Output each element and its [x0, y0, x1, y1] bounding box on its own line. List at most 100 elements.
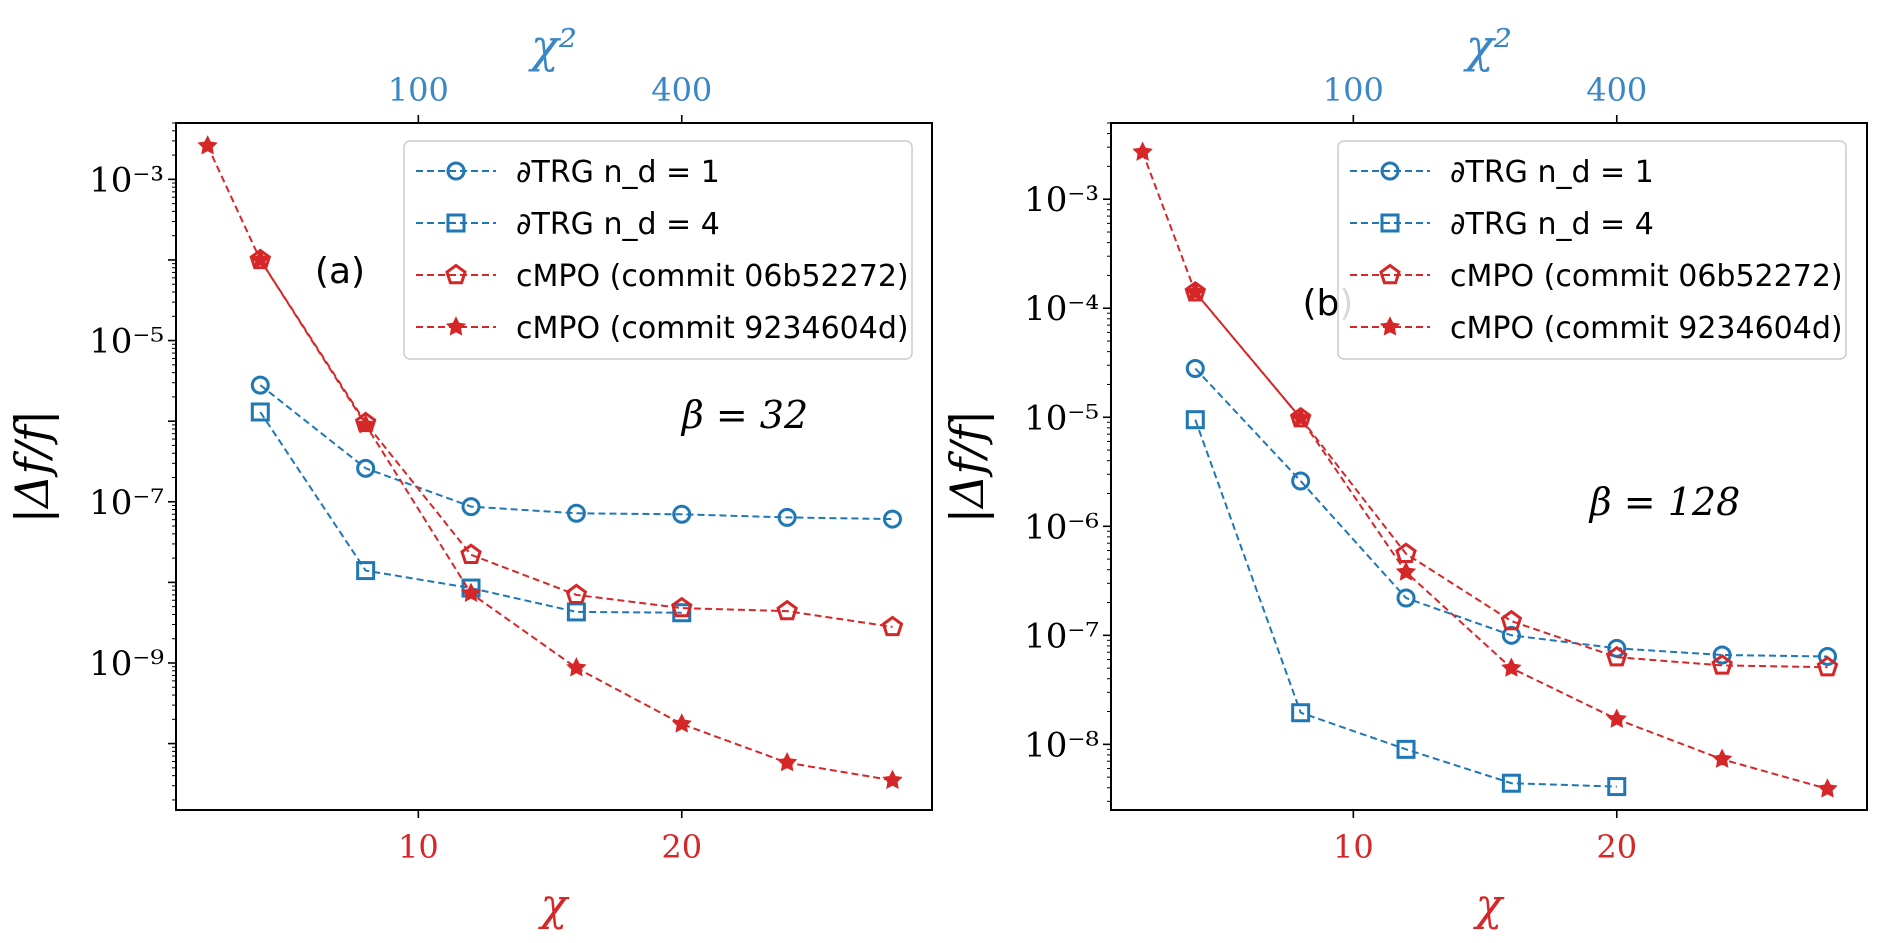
panel-label: (a) [315, 251, 365, 292]
data-point [881, 615, 904, 637]
series-line [259, 411, 682, 614]
y-axis-label: |Δf/f| [940, 410, 994, 524]
y-tick-label: 10⁻⁵ [89, 322, 164, 362]
data-point [671, 713, 692, 733]
legend-box [1337, 140, 1847, 360]
y-tick-label: 10⁻⁷ [1024, 616, 1099, 656]
series-line [1194, 419, 1617, 788]
beta-annotation: β = 32 [680, 393, 808, 437]
data-point [777, 507, 797, 527]
data-point [882, 509, 902, 529]
chart-panel-b: 10⁻⁸ 10⁻⁷ 10⁻⁶ 10⁻⁵ 10⁻⁴ 10⁻³ 10 20 χ 100 400 χ² |Δf… [940, 19, 1868, 931]
x2-axis: 100 400 χ² [1323, 19, 1647, 123]
data-point [1185, 281, 1206, 301]
data-point [1711, 654, 1733, 675]
data-point [250, 402, 270, 422]
y-tick-label: 10⁻⁸ [1024, 725, 1099, 765]
legend-marker [1380, 213, 1400, 233]
series-circle [250, 375, 902, 529]
data-point [355, 414, 376, 434]
data-point [356, 458, 376, 478]
x2-tick-label: 100 [388, 71, 449, 109]
series-star [197, 135, 903, 789]
legend-marker [1380, 161, 1400, 181]
legend-item: ∂TRG n_d = 4 [416, 207, 720, 242]
x-tick-label: 10 [398, 828, 439, 866]
data-point [460, 582, 482, 603]
x-axis-label: χ [538, 880, 570, 931]
legend-marker [445, 263, 467, 285]
data-point [1396, 588, 1416, 608]
y-tick-label: 10⁻⁹ [89, 644, 164, 684]
data-point [1711, 748, 1733, 768]
y-axis: 10⁻⁹ 10⁻⁷ 10⁻⁵ 10⁻³ [89, 122, 176, 801]
series-line [1194, 291, 1828, 669]
series-group [197, 135, 904, 789]
plot-frame [175, 122, 933, 811]
y-tick-label: 10⁻⁵ [1024, 398, 1099, 438]
chart-panel-a: 10⁻⁹ 10⁻⁷ 10⁻⁵ 10⁻³ 10 20 χ 100 400 χ² |Δf/f| (a) β … [5, 19, 933, 931]
series-star [1132, 141, 1838, 798]
data-point [461, 497, 481, 517]
data-point [250, 249, 271, 269]
data-point [356, 561, 376, 581]
y-tick-label: 10⁻⁶ [1024, 507, 1099, 547]
data-point [460, 543, 482, 564]
x-axis-label: χ [1473, 880, 1505, 931]
legend-item: ∂TRG n_d = 1 [1350, 155, 1654, 190]
series-line [1141, 151, 1828, 790]
y-tick-label: 10⁻⁷ [89, 483, 164, 523]
series-line [1194, 367, 1828, 658]
data-point [1396, 739, 1416, 759]
legend-label: ∂TRG n_d = 1 [516, 155, 720, 190]
data-point [249, 248, 272, 270]
x-tick-label: 20 [1596, 828, 1637, 866]
legend-item: cMPO (commit 9234604d) [416, 311, 909, 346]
data-point [1500, 609, 1523, 631]
data-point [1395, 561, 1417, 581]
data-point [1184, 280, 1207, 302]
x2-axis-label: χ² [528, 19, 577, 73]
series-line [259, 259, 893, 628]
legend-label: cMPO (commit 06b52272) [516, 259, 909, 294]
data-point [1817, 778, 1838, 798]
data-point [1185, 359, 1205, 379]
series-square [1185, 410, 1627, 797]
data-point [1185, 410, 1205, 430]
legend-item: cMPO (commit 06b52272) [1350, 259, 1843, 294]
legend-marker [1379, 263, 1401, 285]
data-point [1817, 646, 1837, 666]
data-point [1607, 777, 1627, 797]
data-point [1605, 645, 1628, 667]
legend-marker [446, 161, 466, 181]
x2-tick-label: 400 [651, 71, 712, 109]
data-point [672, 504, 692, 524]
data-point [1290, 407, 1311, 427]
data-point [1816, 655, 1839, 677]
data-point [565, 583, 588, 605]
legend-item: ∂TRG n_d = 4 [1350, 207, 1654, 242]
legend-label: ∂TRG n_d = 4 [1450, 207, 1654, 242]
legend-label: ∂TRG n_d = 1 [1450, 155, 1654, 190]
x-axis: 10 20 χ [1333, 810, 1637, 931]
data-point [250, 375, 270, 395]
data-point [776, 751, 798, 772]
legend-box [403, 140, 913, 360]
data-point [1291, 703, 1311, 723]
series-pentagon [1184, 280, 1839, 677]
legend-label: cMPO (commit 06b52272) [1450, 259, 1843, 294]
legend: ∂TRG n_d = 1 ∂TRG n_d = 4 cMPO (commit 06b… [1337, 140, 1847, 360]
legend-label: ∂TRG n_d = 4 [516, 207, 720, 242]
y-tick-label: 10⁻⁴ [1024, 289, 1099, 329]
x-tick-label: 20 [661, 828, 702, 866]
data-point [1289, 406, 1312, 428]
y-tick-label: 10⁻³ [89, 160, 164, 200]
series-pentagon [249, 248, 904, 637]
series-line [206, 145, 893, 782]
data-point [197, 135, 218, 155]
plot-frame [1110, 122, 1868, 811]
series-circle [1185, 359, 1837, 666]
data-point [1501, 773, 1521, 793]
